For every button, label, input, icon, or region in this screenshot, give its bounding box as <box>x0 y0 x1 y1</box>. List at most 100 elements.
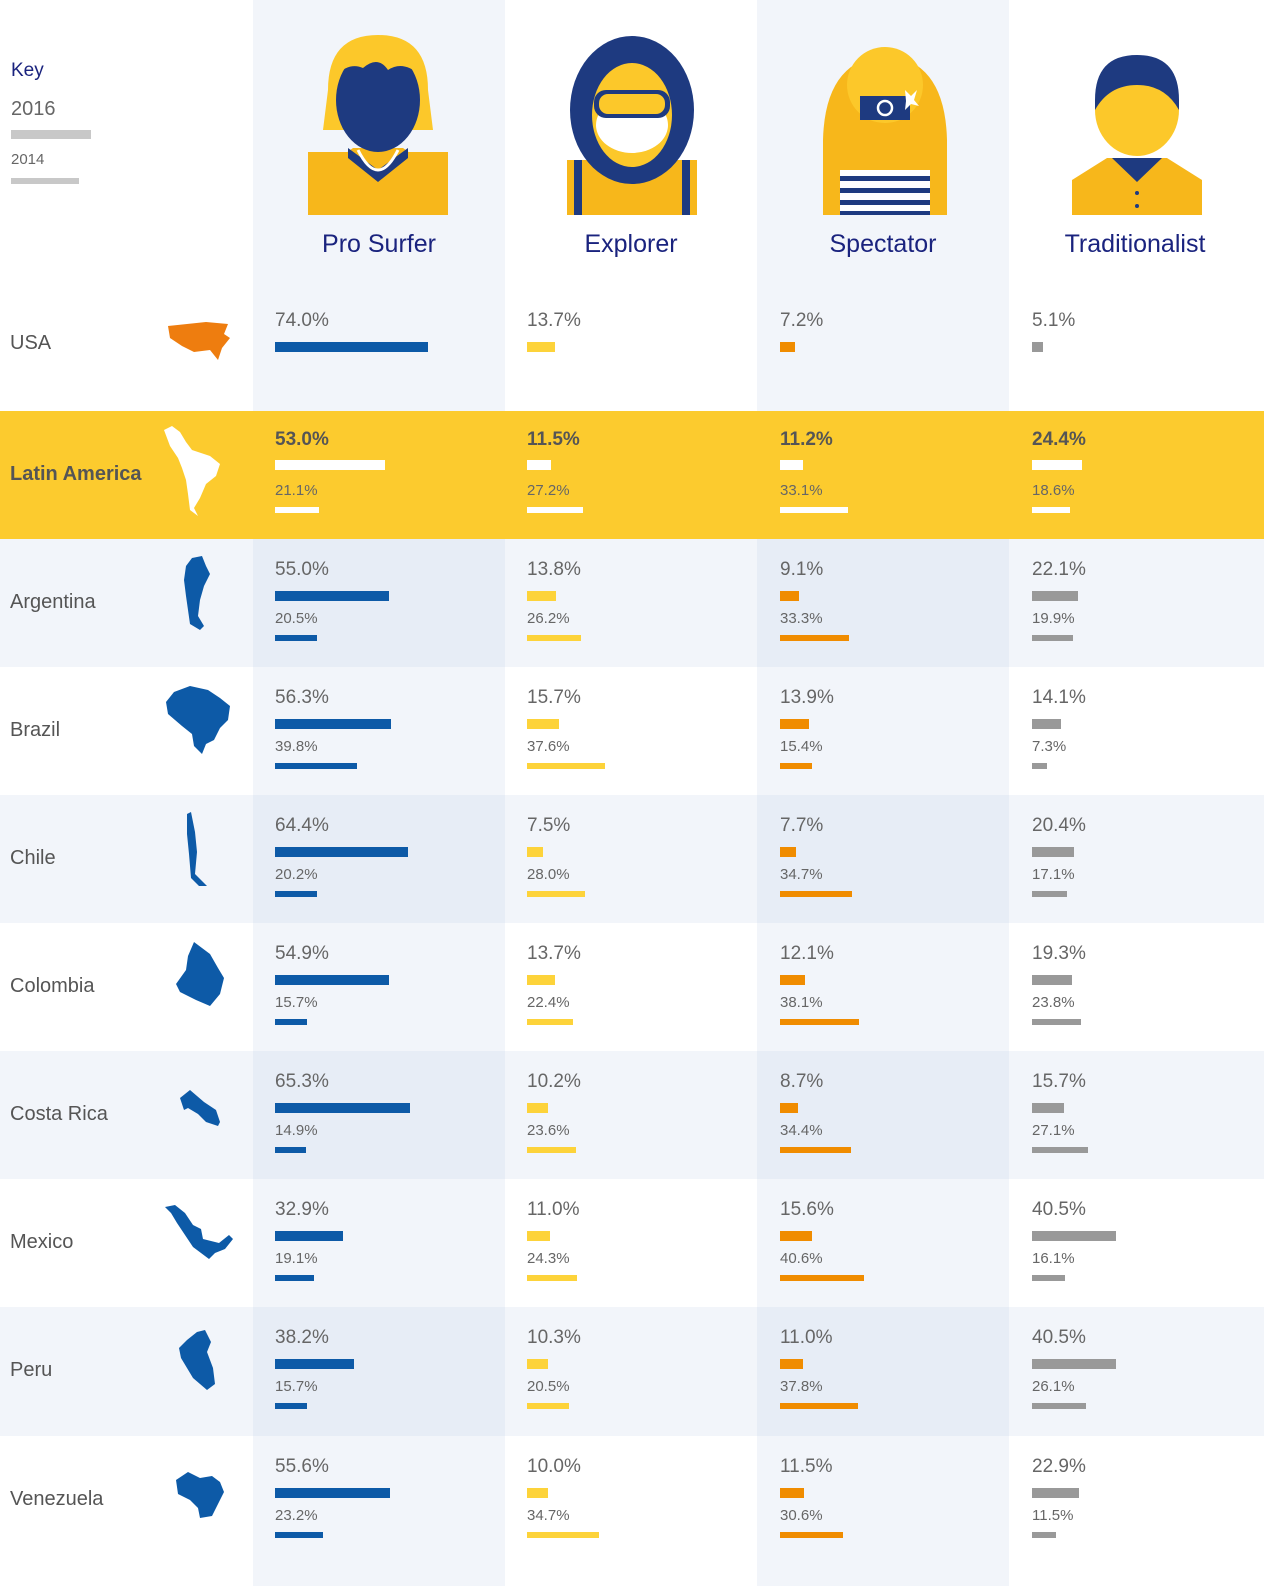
bar-2016-6-2 <box>780 1103 798 1113</box>
explorer-avatar-icon <box>567 36 697 215</box>
bar-2016-2-3 <box>1032 591 1078 601</box>
bar-2014-2-3 <box>1032 635 1073 641</box>
bar-2016-1-0 <box>275 460 385 470</box>
bar-2014-2-1 <box>527 635 581 641</box>
value-2014-4-0: 20.2% <box>275 866 318 883</box>
value-2016-0-3: 5.1% <box>1032 310 1076 331</box>
value-2014-8-3: 26.1% <box>1032 1378 1075 1395</box>
value-2016-0-2: 7.2% <box>780 310 824 331</box>
value-2016-3-3: 14.1% <box>1032 687 1086 708</box>
map-icon-1 <box>164 426 220 516</box>
value-2014-3-1: 37.6% <box>527 738 570 755</box>
bar-2014-5-2 <box>780 1019 859 1025</box>
band-shade-4 <box>0 795 1264 923</box>
region-label-3: Brazil <box>10 719 61 741</box>
bar-2016-8-0 <box>275 1359 354 1369</box>
value-2014-9-1: 34.7% <box>527 1507 570 1524</box>
value-2016-8-1: 10.3% <box>527 1327 581 1348</box>
value-2014-8-2: 37.8% <box>780 1378 823 1395</box>
region-label-0: USA <box>10 332 52 354</box>
region-label-4: Chile <box>10 847 56 869</box>
bar-2016-8-2 <box>780 1359 803 1369</box>
bar-2014-7-3 <box>1032 1275 1065 1281</box>
value-2016-2-1: 13.8% <box>527 559 581 580</box>
bar-2014-9-3 <box>1032 1532 1056 1538</box>
value-2014-8-0: 15.7% <box>275 1378 318 1395</box>
value-2014-3-2: 15.4% <box>780 738 823 755</box>
value-2016-5-1: 13.7% <box>527 943 581 964</box>
bar-2014-3-0 <box>275 763 357 769</box>
value-2014-4-2: 34.7% <box>780 866 823 883</box>
bar-2016-7-2 <box>780 1231 812 1241</box>
bar-2014-7-1 <box>527 1275 577 1281</box>
value-2014-5-3: 23.8% <box>1032 994 1075 1011</box>
bar-2016-3-2 <box>780 719 809 729</box>
bar-2014-4-3 <box>1032 891 1067 897</box>
map-icon-3 <box>166 686 230 754</box>
bar-2016-5-1 <box>527 975 555 985</box>
bar-2016-2-0 <box>275 591 389 601</box>
bar-2016-6-1 <box>527 1103 548 1113</box>
value-2016-8-0: 38.2% <box>275 1327 329 1348</box>
value-2014-4-3: 17.1% <box>1032 866 1075 883</box>
value-2016-7-1: 11.0% <box>527 1199 580 1220</box>
bar-2016-0-1 <box>527 342 555 352</box>
bar-2016-2-2 <box>780 591 799 601</box>
value-2016-5-2: 12.1% <box>780 943 834 964</box>
value-2014-1-3: 18.6% <box>1032 482 1075 499</box>
value-2016-8-3: 40.5% <box>1032 1327 1086 1348</box>
persona-label-2: Spectator <box>829 230 937 258</box>
band-col-shade-6-2 <box>757 1051 1009 1179</box>
value-2014-8-1: 20.5% <box>527 1378 570 1395</box>
value-2016-6-2: 8.7% <box>780 1071 824 1092</box>
bar-2014-1-0 <box>275 507 319 513</box>
bar-2014-9-1 <box>527 1532 599 1538</box>
value-2014-5-2: 38.1% <box>780 994 823 1011</box>
value-2016-1-1: 11.5% <box>527 429 580 450</box>
bar-2014-1-2 <box>780 507 848 513</box>
bar-2014-8-0 <box>275 1403 307 1409</box>
value-2014-5-1: 22.4% <box>527 994 570 1011</box>
bar-2016-8-3 <box>1032 1359 1116 1369</box>
value-2014-2-2: 33.3% <box>780 610 823 627</box>
bar-2014-8-2 <box>780 1403 858 1409</box>
legend-title: Key <box>11 60 44 81</box>
value-2016-4-0: 64.4% <box>275 815 329 836</box>
value-2014-1-2: 33.1% <box>780 482 823 499</box>
map-icon-9 <box>176 1472 224 1518</box>
spectator-avatar-icon <box>823 47 947 215</box>
value-2014-9-3: 11.5% <box>1032 1507 1074 1524</box>
bar-2016-0-2 <box>780 342 795 352</box>
value-2016-1-3: 24.4% <box>1032 429 1086 450</box>
bar-2016-4-2 <box>780 847 796 857</box>
value-2016-2-0: 55.0% <box>275 559 329 580</box>
bar-2016-9-0 <box>275 1488 390 1498</box>
bar-2014-3-1 <box>527 763 605 769</box>
bar-2014-6-3 <box>1032 1147 1088 1153</box>
value-2016-2-2: 9.1% <box>780 559 824 580</box>
value-2014-6-0: 14.9% <box>275 1122 318 1139</box>
region-label-9: Venezuela <box>10 1488 104 1510</box>
bar-2014-9-2 <box>780 1532 843 1538</box>
bar-2014-2-2 <box>780 635 849 641</box>
value-2014-7-1: 24.3% <box>527 1250 570 1267</box>
band-col-shade-4-0 <box>253 795 505 923</box>
bar-2014-7-2 <box>780 1275 864 1281</box>
bar-2014-4-0 <box>275 891 317 897</box>
bar-2016-5-0 <box>275 975 389 985</box>
bar-2016-1-1 <box>527 460 551 470</box>
legend-2016-label: 2016 <box>11 98 56 120</box>
bar-2014-6-0 <box>275 1147 306 1153</box>
value-2016-1-0: 53.0% <box>275 429 329 450</box>
region-label-2: Argentina <box>10 591 96 613</box>
band-col-shade-4-2 <box>757 795 1009 923</box>
region-label-7: Mexico <box>10 1231 74 1253</box>
value-2014-6-2: 34.4% <box>780 1122 823 1139</box>
value-2014-3-3: 7.3% <box>1032 738 1067 755</box>
band-col-shade-8-2 <box>757 1307 1009 1436</box>
traditionalist-avatar-icon <box>1072 55 1202 215</box>
value-2016-9-2: 11.5% <box>780 1456 833 1477</box>
bar-2016-3-3 <box>1032 719 1061 729</box>
region-label-6: Costa Rica <box>10 1103 108 1125</box>
value-2016-9-3: 22.9% <box>1032 1456 1086 1477</box>
